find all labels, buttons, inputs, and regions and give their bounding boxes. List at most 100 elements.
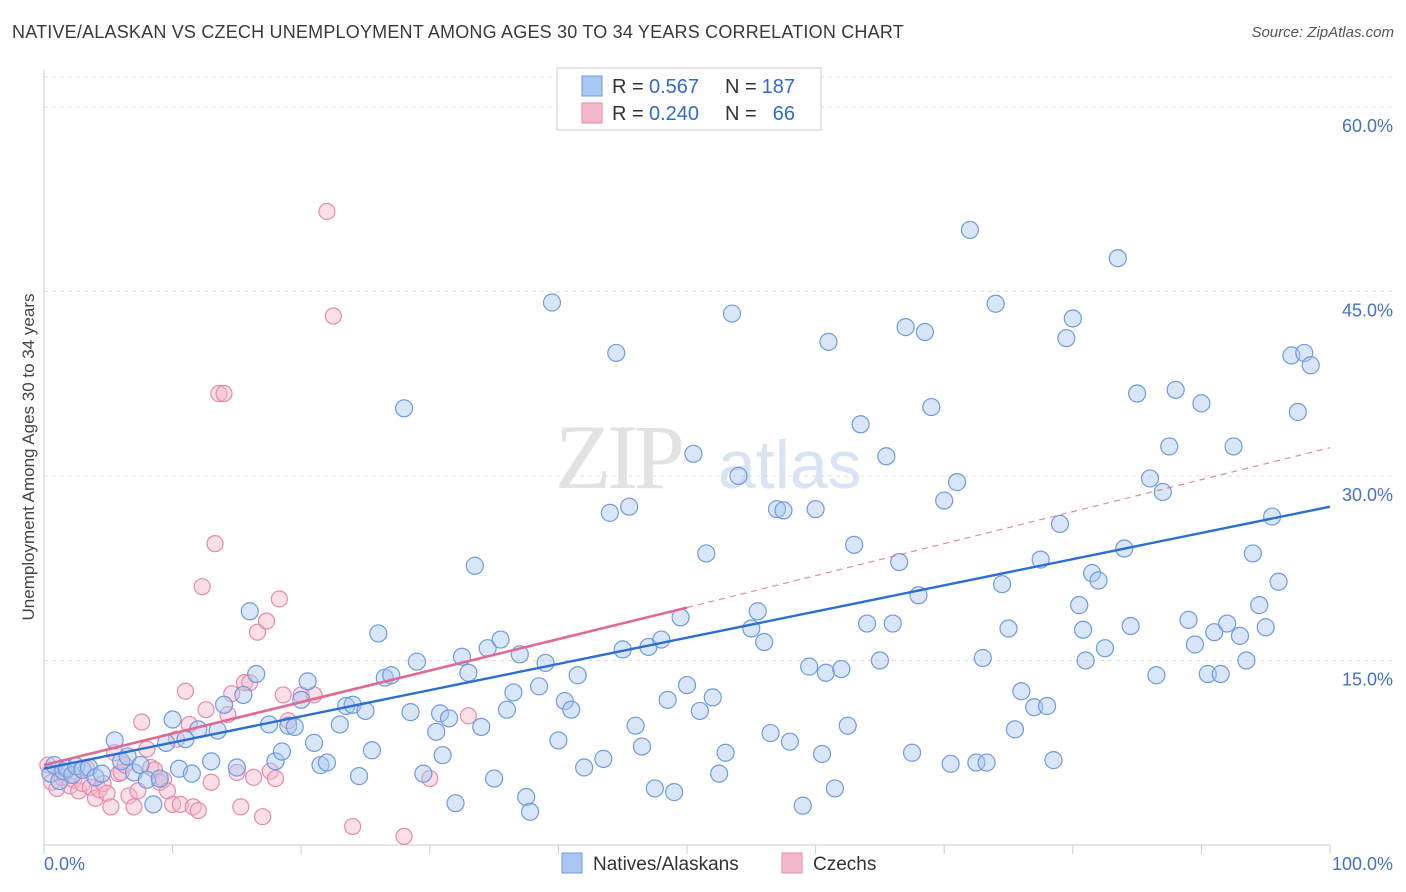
natives-point [240,602,259,621]
source-label: Source: ZipAtlas.com [1251,24,1394,41]
natives-point [1044,751,1063,770]
natives-point [446,794,465,813]
natives-point [845,535,864,554]
czechs-point [206,535,224,553]
natives-point [793,796,812,815]
natives-point [472,717,491,737]
natives-point [227,758,246,777]
natives-point [214,695,234,714]
natives-point [812,744,832,764]
legend-r-label-czechs: R = [612,103,644,125]
natives-point [182,764,201,783]
czechs-trend-line [43,606,688,767]
natives-point [317,753,337,772]
natives-point [362,741,382,760]
natives-point [497,700,517,719]
natives-point [517,787,536,807]
natives-point [1224,437,1243,456]
natives-point [465,556,484,575]
natives-point [973,648,992,668]
natives-point [774,501,793,520]
natives-point [1050,514,1070,534]
natives-point [857,614,877,633]
czechs-point [125,798,143,816]
natives-point [1256,618,1275,637]
natives-point [645,779,664,798]
natives-point [1192,394,1211,413]
natives-point [1082,564,1102,583]
x-ticks [43,845,1331,854]
legend-n-label-natives: N = [725,76,757,98]
czechs-point [232,798,250,816]
natives-point [626,716,645,735]
natives-point [767,500,787,519]
natives-point [1089,571,1108,590]
natives-point [915,322,935,342]
legend-swatch-czechs [581,102,603,124]
natives-point [1005,720,1025,739]
natives-point [806,500,825,519]
natives-point [851,415,870,434]
natives-point [697,544,716,563]
natives-point [780,732,799,751]
legend-r-value-natives: 0.567 [649,76,699,98]
natives-point [935,491,954,510]
natives-point [1250,596,1269,615]
natives-point [234,685,253,705]
natives-point [575,758,594,777]
czechs-point [459,707,477,725]
natives-point [144,795,163,814]
natives-point [285,717,304,737]
natives-point [703,688,722,707]
natives-point [430,704,450,723]
natives-point [922,397,941,417]
natives-point [304,733,324,752]
natives-point [755,632,774,652]
natives-point [838,716,857,735]
czechs-point [197,701,215,719]
natives-point [1070,596,1089,615]
natives-point [800,657,819,676]
czechs-point [257,612,276,630]
legend-r-label-natives: R = [612,76,644,98]
legend-r-value-czechs: 0.240 [649,103,699,125]
natives-trend-line [43,505,1331,770]
grid-lines [44,76,1395,661]
natives-point [414,764,433,783]
natives-point [819,332,838,351]
czechs-point [228,763,246,782]
natives-point [992,575,1012,594]
czechs-point [202,773,220,791]
czechs-point [274,686,292,704]
natives-point [266,752,285,771]
natives-point [761,723,780,743]
natives-point [947,473,967,492]
y-tick-label: 15.0% [1342,669,1393,689]
natives-point [1108,249,1127,268]
natives-point [1218,614,1237,633]
natives-point [504,683,523,702]
natives-point [562,700,581,719]
x-tick-label-max: 100.0% [1332,854,1393,874]
natives-point [63,765,82,784]
natives-point [1243,544,1262,563]
natives-point [716,743,735,762]
natives-point [1057,329,1076,348]
natives-point [1211,664,1230,684]
legend-box: R = 0.567 N = 187 R = 0.240 N = 66 [556,67,822,131]
natives-point [1063,309,1082,328]
natives-point [1153,482,1172,502]
natives-point [620,497,639,516]
trend-lines [43,447,1331,770]
natives-point [1198,664,1217,684]
natives-point [960,220,980,240]
legend-n-value-natives: 187 [762,76,795,98]
natives-point [369,624,388,643]
czechs-trend-extension [686,447,1331,609]
czechs-point [270,590,288,608]
natives-point [690,701,709,721]
natives-point [439,709,459,728]
czechs-point [395,827,413,845]
natives-point [632,737,652,756]
natives-point [1179,610,1198,629]
